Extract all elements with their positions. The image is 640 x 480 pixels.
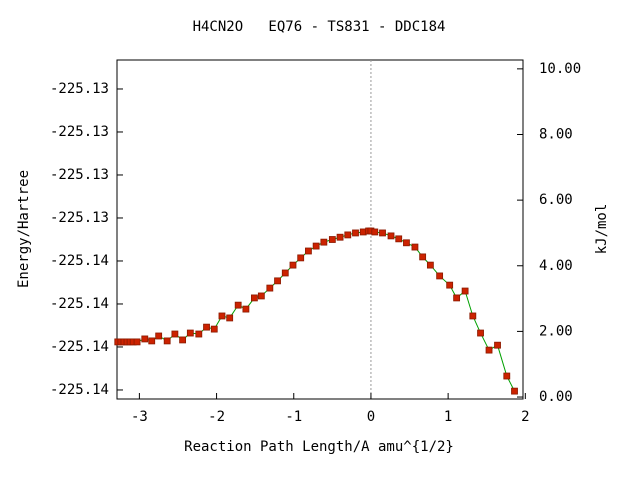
data-point [503, 372, 511, 380]
data-point [203, 323, 210, 331]
data-point [426, 261, 434, 269]
y-tick-label: -225.13 [50, 81, 109, 97]
y2-tick-label: 0.00 [539, 389, 573, 405]
y-tick-label: -225.13 [50, 210, 109, 226]
y2-tick-label: 8.00 [539, 126, 573, 142]
data-point [328, 236, 336, 243]
data-point [250, 294, 258, 302]
y-axis-label: Energy/Hartree [16, 170, 32, 288]
data-point [195, 330, 203, 338]
x-axis-label: Reaction Path Length/A amu^{1/2} [184, 439, 454, 455]
data-point [477, 329, 484, 337]
data-point [379, 229, 386, 237]
data-point [371, 228, 379, 236]
data-point [312, 242, 320, 250]
x-tick-label: -3 [131, 409, 148, 425]
x-tick-label: -1 [285, 409, 302, 425]
data-point [210, 325, 218, 333]
y-tick-label: -225.13 [50, 167, 109, 183]
x-tick-label: 2 [521, 409, 529, 425]
data-point [446, 281, 454, 289]
x-tick-label: 1 [444, 409, 452, 425]
y-tick-label: -225.14 [50, 382, 109, 398]
data-point [186, 329, 194, 337]
y2-axis-label: kJ/mol [594, 204, 610, 255]
data-point [469, 312, 477, 320]
data-point [218, 312, 226, 320]
data-point [453, 294, 461, 302]
data-point [461, 287, 469, 295]
data-point [485, 346, 493, 354]
y-tick-label: -225.14 [50, 253, 109, 269]
data-point [305, 247, 312, 255]
data-point [297, 254, 305, 262]
data-point [226, 314, 234, 322]
data-point [320, 238, 328, 246]
y2-tick-label: 10.00 [539, 61, 581, 77]
y2-tick-label: 6.00 [539, 192, 573, 208]
data-point [281, 269, 289, 277]
data-point [274, 277, 281, 285]
data-point [234, 301, 242, 309]
y2-tick-label: 4.00 [539, 258, 573, 274]
data-point [344, 231, 352, 239]
y-tick-label: -225.13 [50, 124, 109, 140]
data-point [141, 335, 149, 343]
data-point [387, 232, 395, 240]
data-point [289, 261, 297, 269]
data-point [494, 341, 501, 349]
data-point [403, 239, 410, 247]
data-point [266, 284, 274, 292]
data-point [171, 330, 179, 338]
series-line [117, 230, 515, 392]
data-point [242, 305, 250, 313]
data-point [133, 338, 141, 346]
data-point [179, 336, 187, 344]
x-tick-label: 0 [367, 409, 375, 425]
data-point [352, 229, 359, 237]
data-point [411, 243, 419, 251]
data-point [511, 387, 518, 395]
y-tick-label: -225.14 [50, 339, 109, 355]
data-point [436, 272, 444, 280]
data-point [148, 337, 156, 345]
x-tick-label: -2 [208, 409, 225, 425]
data-point [155, 332, 163, 340]
data-point [419, 253, 427, 261]
plot-frame [116, 59, 524, 400]
data-point [163, 337, 171, 345]
y2-tick-label: 2.00 [539, 323, 573, 339]
data-point [257, 292, 265, 300]
data-point [395, 235, 403, 243]
data-point [336, 233, 344, 241]
y-tick-label: -225.14 [50, 296, 109, 312]
chart-title: H4CN2O EQ76 - TS831 - DDC184 [193, 19, 446, 35]
